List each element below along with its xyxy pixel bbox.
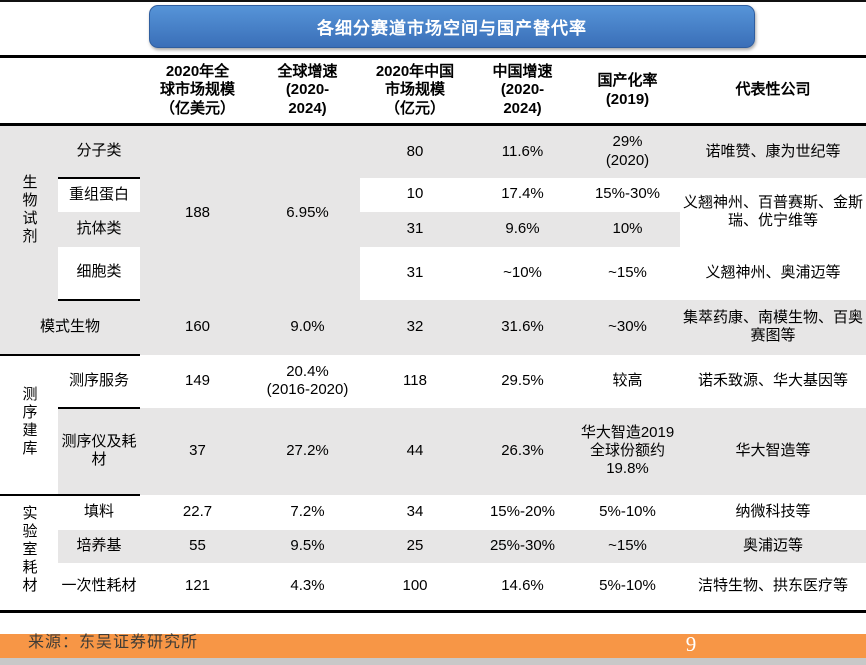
- header-row: 2020年全 球市场规模 （亿美元） 全球增速 (2020- 2024) 202…: [0, 56, 866, 126]
- table-cell: 100: [402, 577, 428, 595]
- row-label: 一次性耗材: [61, 577, 137, 595]
- table-row: 测序建库 测序服务 149 20.4% (2016-2020) 118 29.5…: [0, 354, 866, 496]
- table-cell: 34: [406, 502, 424, 520]
- table-cell: 25%-30%: [470, 529, 575, 563]
- table-cell: 义翘神州、百普赛斯、金斯瑞、优宁维等: [683, 193, 864, 229]
- page-title: 各细分赛道市场空间与国产替代率: [317, 19, 587, 38]
- table-cell: 4.3%: [290, 577, 325, 595]
- table-cell: 121: [184, 577, 211, 595]
- row-label: 测序仪及耗材: [58, 407, 140, 496]
- top-rule: [0, 0, 866, 2]
- group-label-text: 生物试剂: [20, 174, 38, 247]
- table-cell: 31: [406, 263, 424, 281]
- table-cell: 6.95%: [255, 124, 360, 300]
- table-cell: 5%-10%: [599, 577, 656, 595]
- group-label: 实验室耗材: [0, 495, 58, 612]
- col-header-segment: [0, 56, 140, 126]
- table-cell: 22.7: [182, 502, 213, 520]
- row-label: 分子类: [58, 124, 140, 179]
- table-cell: 17.4%: [501, 185, 544, 203]
- col-header-global-size: 2020年全 球市场规模 （亿美元）: [140, 56, 255, 126]
- group-label: 生物试剂: [0, 124, 58, 300]
- table-cell: 25: [360, 529, 470, 563]
- col-header-companies: 代表性公司: [680, 56, 866, 126]
- table-cell: 29.5%: [501, 371, 544, 389]
- table-cell: 20.4% (2016-2020): [266, 362, 349, 398]
- group-label: 模式生物: [0, 299, 140, 356]
- table-cell: ~10%: [503, 263, 542, 281]
- row-label: 重组蛋白: [68, 185, 129, 203]
- table-cell: 44: [360, 407, 470, 495]
- table-cell: 26.3%: [470, 407, 575, 495]
- table-row: 实验室耗材 填料 22.7 7.2% 34 15%-20% 5%-10% 纳微科…: [0, 495, 866, 595]
- table-cell: 11.6%: [470, 124, 575, 178]
- table-cell: 32: [360, 299, 470, 355]
- table-cell: ~15%: [608, 263, 647, 281]
- table-row: 模式生物 160 9.0% 32 31.6% ~30% 集萃药康、南模生物、百奥…: [0, 299, 866, 356]
- page-number: 9: [685, 632, 697, 656]
- table-row: 抗体类 31 9.6% 10%: [0, 211, 866, 247]
- table-cell: 华大智造2019全球份额约19.8%: [575, 407, 680, 495]
- table-cell: 149: [184, 371, 211, 389]
- table-cell: 诺唯赞、康为世纪等: [680, 124, 866, 178]
- table-cell: 31: [360, 211, 470, 247]
- title-bar: 各细分赛道市场空间与国产替代率: [149, 5, 755, 48]
- table-cell: 37: [140, 407, 255, 495]
- row-label: 细胞类: [58, 246, 140, 301]
- table-row: 生物试剂 分子类 188 6.95% 80 11.6% 29% (2020) 诺…: [0, 124, 866, 300]
- group-label: 测序建库: [0, 354, 58, 496]
- table-cell: 80: [360, 124, 470, 178]
- segments-table: 2020年全 球市场规模 （亿美元） 全球增速 (2020- 2024) 202…: [0, 55, 866, 613]
- table-row: 细胞类 31 ~10% ~15% 义翘神州、奥浦迈等: [0, 246, 866, 301]
- row-label: 测序服务: [58, 354, 140, 409]
- table-cell: 10: [406, 185, 424, 203]
- table-cell: 188: [140, 124, 255, 300]
- table-cell: 诺禾致源、华大基因等: [697, 371, 848, 389]
- table-cell: 9.5%: [255, 529, 360, 563]
- col-header-global-growth: 全球增速 (2020- 2024): [255, 56, 360, 126]
- source-note: 来源：东吴证券研究所: [28, 634, 199, 651]
- table-cell: 5%-10%: [599, 502, 656, 520]
- table-cell: 27.2%: [255, 407, 360, 495]
- row-label: 抗体类: [58, 211, 140, 247]
- row-label: 填料: [83, 503, 114, 521]
- table-cell: 14.6%: [501, 577, 544, 595]
- group-label-text: 实验室耗材: [20, 505, 38, 596]
- col-header-china-growth: 中国增速 (2020- 2024): [470, 56, 575, 126]
- table-cell: 55: [140, 529, 255, 563]
- table-cell: 31.6%: [470, 299, 575, 355]
- table-cell: 9.0%: [255, 299, 360, 355]
- table-cell: 集萃药康、南模生物、百奥赛图等: [680, 299, 866, 355]
- table-cell: 纳微科技等: [735, 502, 811, 520]
- bottom-strip: [0, 658, 866, 665]
- table-cell: 9.6%: [470, 211, 575, 247]
- table-cell: 15%-20%: [489, 502, 556, 520]
- table-cell: 奥浦迈等: [680, 529, 866, 563]
- table-cell: 10%: [575, 211, 680, 247]
- table-cell: 7.2%: [290, 502, 325, 520]
- table-cell: 洁特生物、拱东医疗等: [697, 577, 848, 595]
- table-row: 测序仪及耗材 37 27.2% 44 26.3% 华大智造2019全球份额约19…: [0, 407, 866, 496]
- table-cell: ~15%: [575, 529, 680, 563]
- table-cell: 较高: [612, 371, 643, 389]
- table-cell: 29% (2020): [575, 124, 680, 178]
- table-row: 重组蛋白 10 17.4% 15%-30% 义翘神州、百普赛斯、金斯瑞、优宁维等: [0, 178, 866, 229]
- table-cell: 华大智造等: [680, 407, 866, 495]
- table-cell: 160: [140, 299, 255, 355]
- col-header-localization: 国产化率 (2019): [575, 56, 680, 126]
- col-header-china-size: 2020年中国 市场规模 （亿元）: [360, 56, 470, 126]
- table-row: 培养基 55 9.5% 25 25%-30% ~15% 奥浦迈等: [0, 529, 866, 563]
- table-cell: ~30%: [575, 299, 680, 355]
- table-cell: 118: [403, 371, 427, 389]
- table-row: 一次性耗材 121 4.3% 100 14.6% 5%-10% 洁特生物、拱东医…: [0, 563, 866, 612]
- group-label-text: 测序建库: [20, 385, 38, 458]
- footer-bar: [0, 634, 866, 658]
- table-cell: 义翘神州、奥浦迈等: [705, 263, 841, 281]
- table-cell: 15%-30%: [594, 185, 661, 203]
- row-label: 培养基: [58, 529, 140, 563]
